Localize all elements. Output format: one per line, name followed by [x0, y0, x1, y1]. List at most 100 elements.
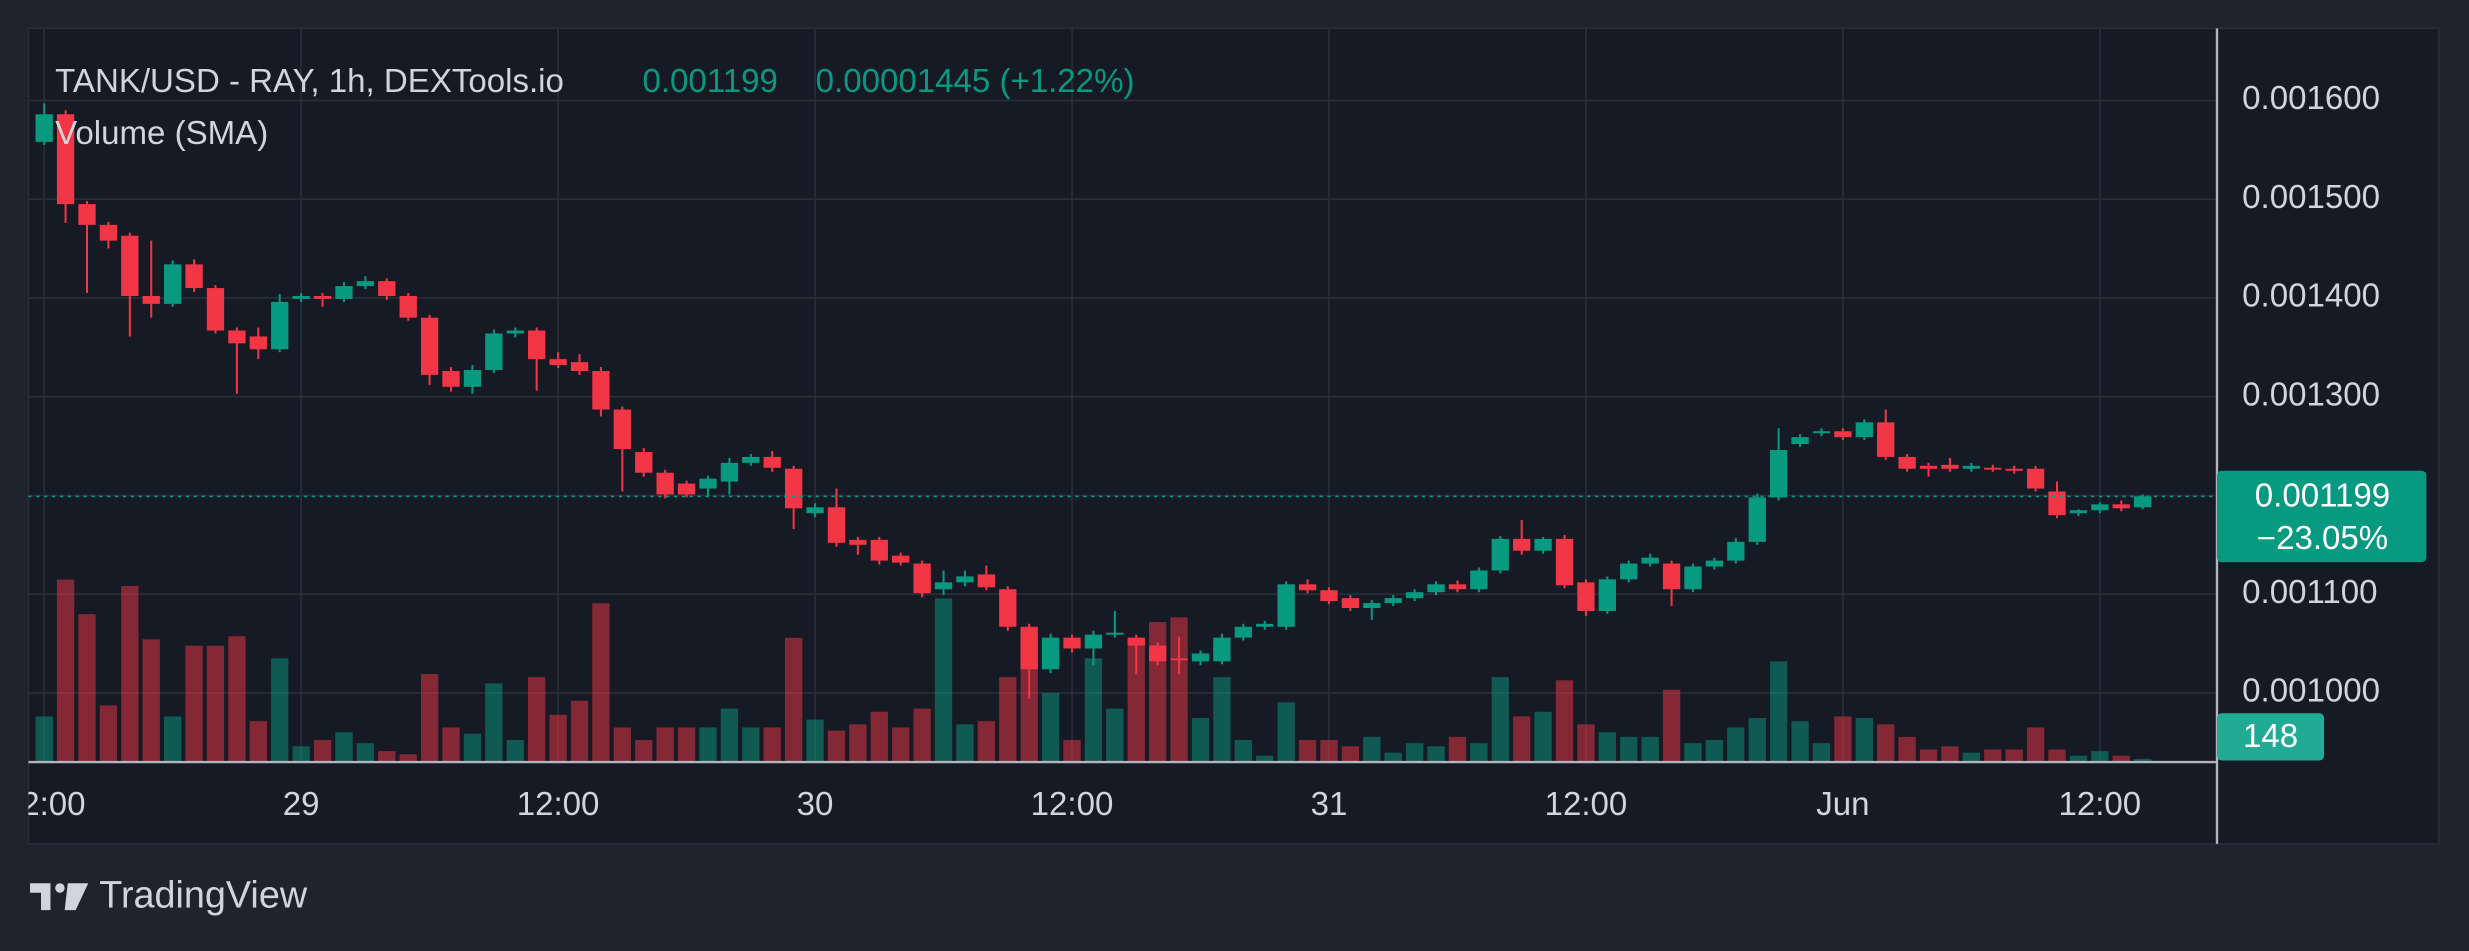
candle-body	[1791, 437, 1809, 445]
candle-body	[249, 336, 267, 350]
volume-bar	[999, 677, 1017, 763]
candle-body	[1491, 538, 1509, 571]
y-tick-label: 0.001100	[2242, 574, 2377, 611]
candle-body	[1191, 653, 1210, 662]
candle-body	[185, 264, 203, 289]
volume-bar	[271, 658, 289, 763]
candle-body	[2026, 468, 2045, 489]
candle-body	[999, 589, 1017, 627]
candle-body	[656, 472, 674, 495]
candle-body	[271, 301, 289, 350]
candle-body	[2005, 468, 2023, 471]
candle-body	[121, 235, 139, 296]
candle-body	[677, 483, 696, 495]
volume-bar	[1405, 743, 1424, 763]
candle-body	[549, 359, 567, 366]
candle-body	[892, 555, 910, 563]
candle-body	[1641, 557, 1659, 564]
volume-bar	[1470, 743, 1488, 763]
volume-bar	[827, 730, 846, 763]
candle-body	[1662, 563, 1681, 590]
logo-part	[55, 883, 65, 893]
volume-bar	[506, 740, 524, 763]
volume-bar	[356, 743, 375, 763]
candle-body	[2091, 504, 2109, 511]
volume-bar	[1363, 736, 1381, 763]
volume-bar	[2112, 755, 2130, 763]
candle-body	[1919, 465, 1938, 469]
volume-bar	[1855, 718, 1873, 763]
candle-body	[784, 468, 803, 509]
volume-bar	[1727, 727, 1745, 763]
volume-bar	[313, 740, 332, 763]
candle-body	[378, 281, 396, 296]
volume-bar	[206, 645, 225, 763]
volume-bar	[1213, 677, 1231, 763]
volume-bar	[1791, 721, 1809, 763]
volume-bar	[78, 614, 96, 763]
price-tag-change: −23.05%	[2257, 520, 2388, 557]
logo-part	[30, 883, 51, 911]
candle-body	[1877, 422, 1895, 457]
volume-bar	[2048, 749, 2066, 763]
candle-body	[1341, 598, 1360, 609]
candle-body	[356, 281, 375, 287]
volume-bar	[228, 636, 246, 763]
candle-body	[1041, 637, 1060, 670]
y-tick-label: 0.001600	[2242, 80, 2380, 117]
candle-body	[1213, 637, 1231, 662]
volume-bar	[1170, 617, 1188, 763]
volume-bar	[849, 724, 867, 763]
candle-body	[1470, 570, 1488, 590]
volume-bar	[677, 727, 696, 763]
candle-body	[699, 478, 717, 489]
y-tick-label: 0.001400	[2242, 278, 2380, 315]
volume-bar	[720, 708, 739, 763]
volume-bar	[2005, 749, 2023, 763]
volume-bar	[1384, 752, 1402, 763]
candle-body	[1984, 467, 2002, 470]
volume-bar	[742, 727, 760, 763]
axes: 0.0010000.0011000.0012000.0013000.001400…	[28, 80, 2380, 823]
grid	[28, 28, 2217, 763]
volume-bar	[1769, 661, 1788, 763]
x-tick-label: 12:00	[1031, 786, 1114, 823]
chart-frame	[27, 27, 2440, 845]
candle-body	[1769, 450, 1788, 498]
volume-bar	[2134, 758, 2152, 763]
volume-bar	[399, 754, 417, 763]
candle-body	[1405, 592, 1424, 599]
candle-body	[1427, 584, 1445, 593]
volume-bar	[613, 727, 631, 763]
volume-bar	[1341, 746, 1360, 763]
candle-body	[763, 456, 781, 468]
volume-bar	[592, 603, 610, 763]
volume-bar	[1705, 740, 1724, 763]
volume-bar	[1812, 743, 1831, 763]
candle-body	[1513, 538, 1531, 551]
volume-bar	[1041, 692, 1060, 763]
candle-body	[1834, 431, 1852, 438]
candle-body	[420, 317, 439, 375]
candle-body	[206, 288, 225, 331]
price-tag	[2216, 470, 2427, 563]
volume-bar	[656, 727, 674, 763]
candle-body	[1962, 465, 1981, 469]
volume-bar	[442, 727, 460, 763]
volume-bar	[1748, 718, 1766, 763]
candle-body	[1256, 623, 1274, 627]
volume-bar	[420, 673, 439, 763]
candle-body	[1234, 626, 1252, 638]
candle-body	[1448, 584, 1467, 590]
volume-title: Volume (SMA)	[55, 115, 268, 152]
volume-bar	[549, 714, 567, 763]
volume-bar	[977, 721, 996, 763]
volume-bar	[485, 683, 503, 763]
volume-bar	[635, 740, 653, 763]
volume-bar	[1427, 746, 1445, 763]
legend-last: 0.001199	[642, 63, 777, 100]
volume-bar	[463, 733, 482, 763]
x-tick-label: Jun	[1816, 786, 1869, 823]
volume-bar	[1127, 637, 1145, 763]
candle-body	[463, 370, 482, 387]
